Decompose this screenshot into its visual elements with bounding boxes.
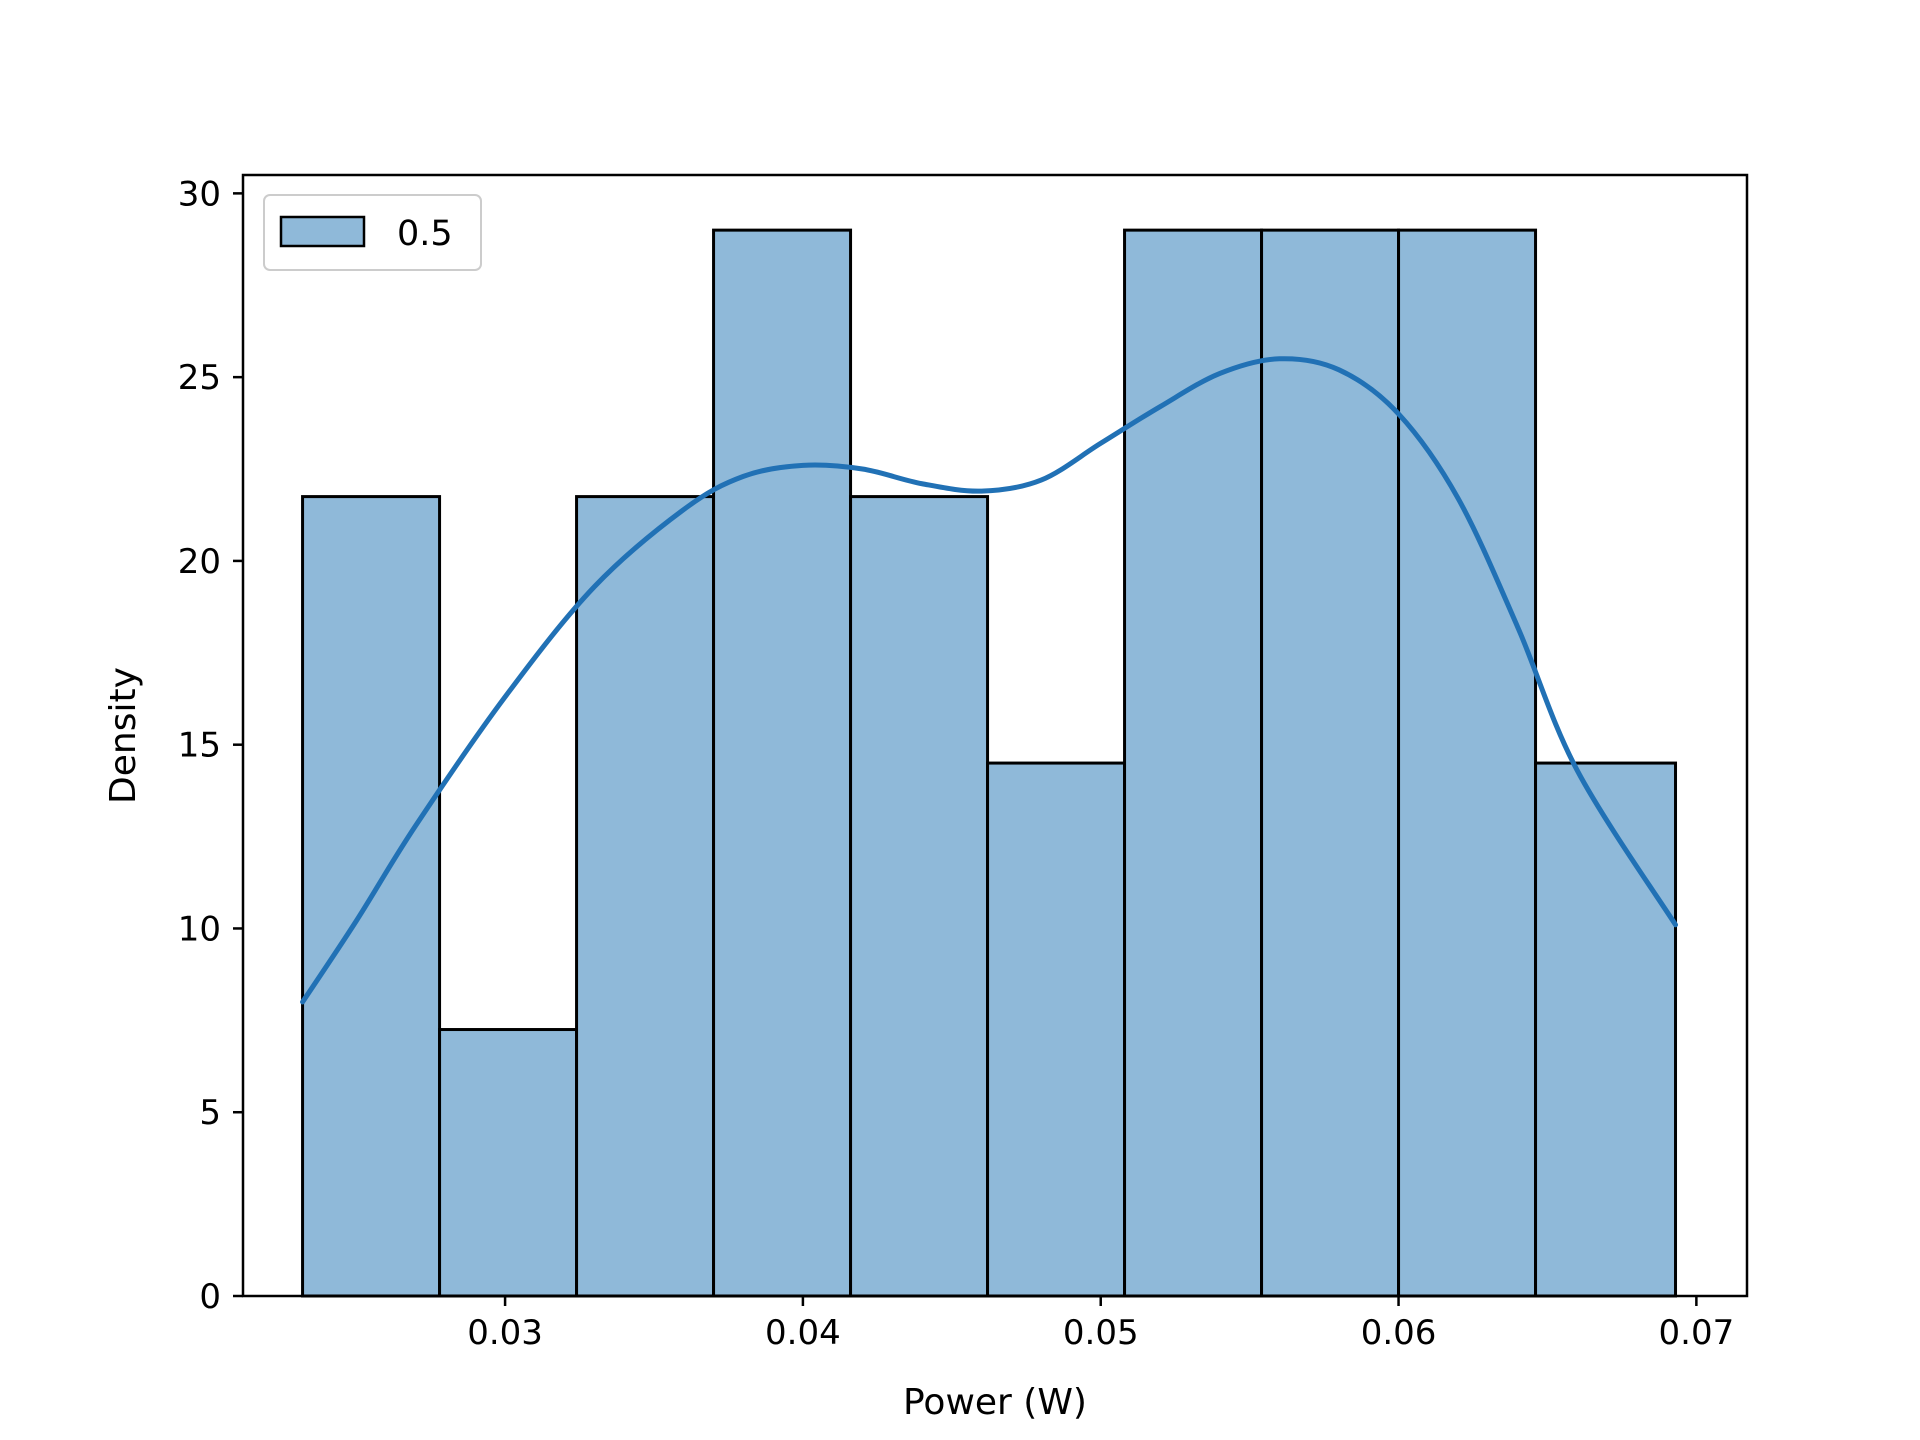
x-tick-label: 0.06	[1361, 1313, 1437, 1353]
plot-area-frame	[241, 173, 1749, 1298]
histogram-bar-1	[438, 1028, 579, 1298]
histogram-bar-5	[986, 761, 1127, 1298]
histogram-bar-2	[575, 495, 716, 1298]
histogram-bar-4	[849, 495, 990, 1298]
histogram-bar-7	[1260, 228, 1401, 1298]
y-axis-label: Density	[103, 667, 144, 804]
legend: 0.5	[263, 194, 482, 271]
y-tick-label: 0	[199, 1277, 221, 1317]
histogram-bar-9	[1534, 761, 1678, 1298]
histogram-bar-6	[1123, 228, 1264, 1298]
y-tick-label: 20	[178, 542, 221, 582]
x-tick-label: 0.07	[1659, 1313, 1735, 1353]
kde-line	[300, 356, 1679, 1005]
x-axis-ticks: 0.03 0.04 0.05 0.06 0.07	[467, 1296, 1734, 1353]
legend-entry-label: 0.5	[397, 214, 453, 254]
y-tick-label: 5	[199, 1093, 221, 1133]
y-tick-label: 30	[178, 174, 221, 214]
y-tick-label: 10	[178, 909, 221, 949]
x-tick-label: 0.04	[765, 1313, 841, 1353]
legend-box	[263, 194, 482, 271]
y-tick-label: 25	[178, 358, 221, 398]
legend-swatch	[279, 215, 366, 248]
histogram-bar-8	[1397, 228, 1538, 1298]
x-tick-label: 0.05	[1063, 1313, 1139, 1353]
y-tick-label: 15	[178, 726, 221, 766]
y-axis-ticks: 0 5 10 15 20 25 30	[178, 174, 243, 1317]
histogram-bars	[301, 228, 1678, 1298]
histogram-bar-3	[712, 228, 853, 1298]
x-tick-label: 0.03	[467, 1313, 543, 1353]
x-axis-label: Power (W)	[903, 1382, 1087, 1423]
